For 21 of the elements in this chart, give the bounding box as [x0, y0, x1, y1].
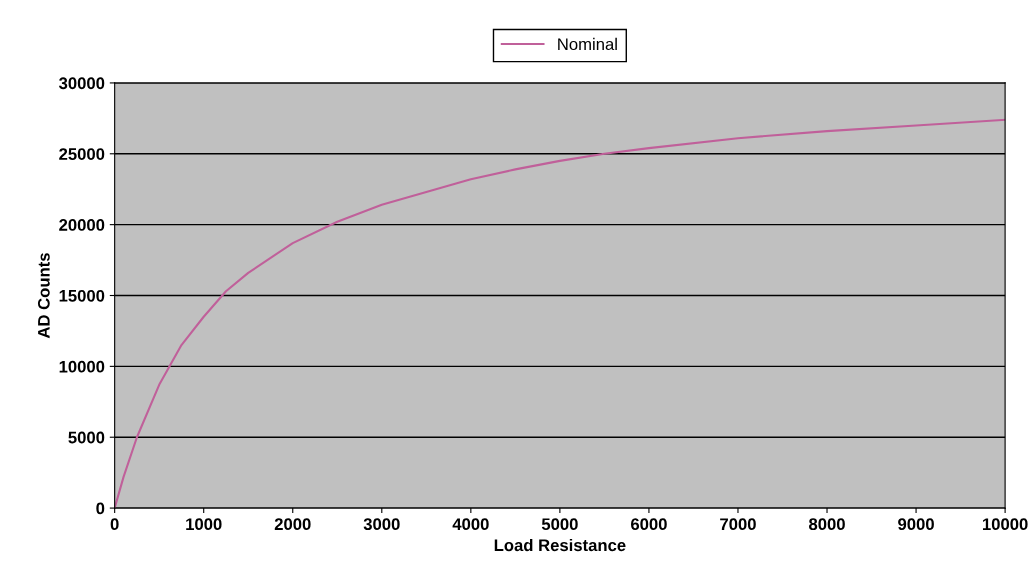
x-tick-label: 7000	[720, 518, 756, 531]
y-tick-label: 20000	[59, 219, 105, 231]
y-tick-label: 25000	[59, 148, 105, 160]
x-tick-label: 5000	[541, 518, 578, 531]
y-tick-label: 30000	[58, 77, 105, 90]
y-axis-title: AD Counts	[37, 253, 50, 339]
legend-label: Nominal	[558, 37, 617, 51]
x-tick-label: 9000	[898, 518, 934, 531]
x-tick-label: 8000	[809, 518, 845, 531]
y-tick-label: 0	[96, 502, 105, 515]
x-tick-label: 4000	[452, 518, 489, 531]
y-tick-label: 5000	[68, 431, 105, 444]
x-tick-label: 3000	[363, 518, 400, 531]
x-tick-label: 10000	[982, 518, 1028, 531]
y-tick-label: 10000	[59, 360, 105, 373]
y-tick-label: 15000	[59, 289, 105, 302]
x-tick-label: 6000	[631, 518, 667, 531]
x-axis-title: Load Resistance	[494, 538, 626, 552]
x-tick-label: 0	[110, 518, 119, 531]
x-tick-label: 2000	[274, 518, 311, 531]
x-tick-label: 1000	[186, 518, 222, 531]
